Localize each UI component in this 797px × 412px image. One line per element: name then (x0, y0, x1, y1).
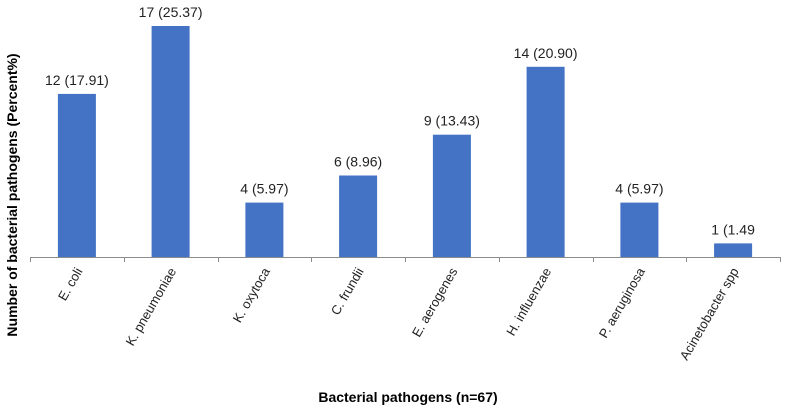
y-axis-title: Number of bacterial pathogens (Percent%) (4, 53, 20, 336)
bar-acinetobacter-spp (714, 243, 753, 257)
data-label: 6 (8.96) (334, 154, 382, 170)
bar-h-influenzae (526, 66, 565, 257)
category-label: K. oxytoca (230, 264, 274, 325)
data-labels-group: 12 (17.91) 17 (25.37) 4 (5.97) 6 (8.96) 9 (1… (45, 4, 755, 237)
category-labels-group: E. coli K. pneumoniae K. oxytoca C. frundii… (55, 264, 742, 362)
data-label: 4 (5.97) (615, 181, 663, 197)
bar-e-aerogenes (432, 134, 471, 257)
bar-k-oxytoca (245, 202, 284, 257)
data-label: 17 (25.37) (139, 4, 203, 20)
bar-k-pneumoniae (151, 26, 190, 257)
x-axis-title: Bacterial pathogens (n=67) (318, 389, 497, 405)
data-label: 9 (13.43) (424, 113, 480, 129)
bar-c-frundii (339, 175, 378, 257)
data-label: 4 (5.97) (240, 181, 288, 197)
data-label: 12 (17.91) (45, 72, 109, 88)
category-label: E. aerogenes (409, 265, 461, 340)
category-label: K. pneumoniae (122, 265, 179, 348)
category-label: E. coli (55, 265, 86, 303)
bars-group (57, 26, 753, 258)
data-label: 14 (20.90) (514, 45, 578, 61)
category-label: Acinetobacter spp (677, 265, 742, 363)
category-label: C. frundii (328, 265, 367, 318)
data-label: 1 (1.49 (711, 221, 755, 237)
bar-p-aeruginosa (620, 202, 659, 257)
category-label: P. aeruginosa (596, 264, 649, 340)
bar-e-coli (57, 93, 96, 258)
category-label: H. influenzae (503, 265, 554, 338)
